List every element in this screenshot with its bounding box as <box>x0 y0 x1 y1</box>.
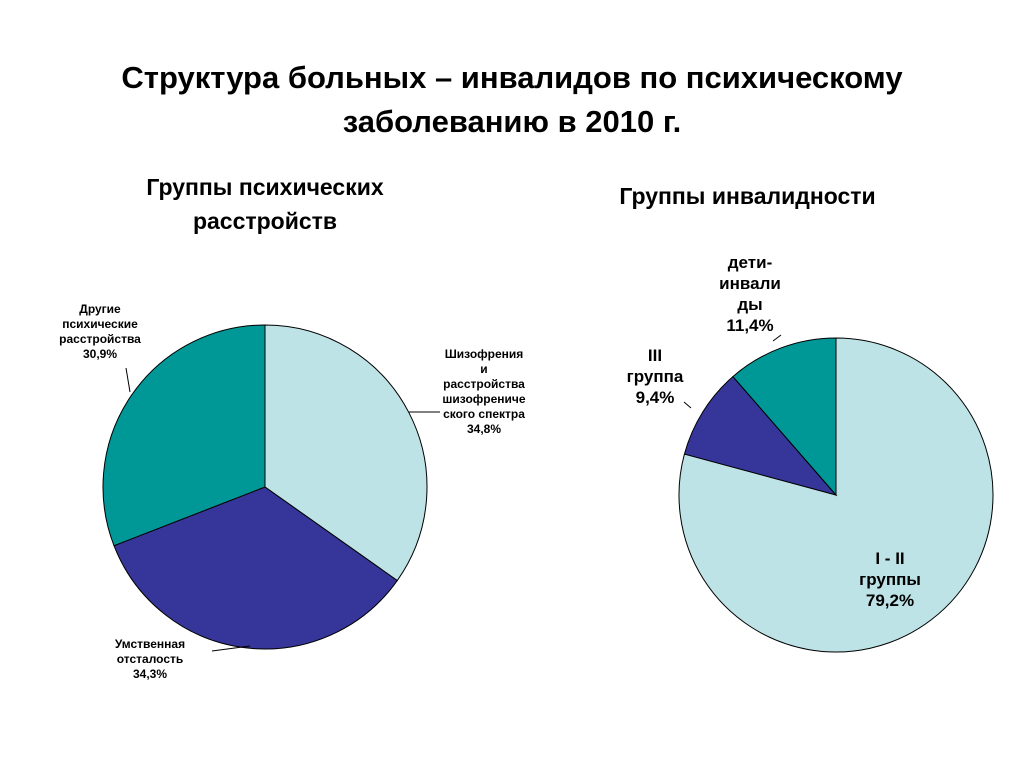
slide-title: Структура больных – инвалидов по психиче… <box>0 56 1024 144</box>
slice-other-disorders <box>102 324 266 547</box>
leader-other-disorders <box>125 367 131 393</box>
value-group-3: 9,4% <box>635 388 675 407</box>
leader-children-disabled <box>772 334 782 342</box>
label-other-disorders: Другие психические расстройства 30,9% <box>40 302 160 362</box>
right-chart-title-line-1: Группы инвалидности <box>619 183 876 209</box>
left-chart-title-line-2: расстройств <box>192 208 338 234</box>
leader-group-3 <box>683 401 692 409</box>
label-group-3: III группа 9,4% <box>610 345 700 408</box>
label-groups-1-2: I - II группы 79,2% <box>840 548 940 611</box>
slice-group-3 <box>683 375 838 496</box>
value-groups-1-2: 79,2% <box>865 591 915 610</box>
value-children-disabled: 11,4% <box>726 316 774 335</box>
value-schizophrenia: 34,8% <box>466 422 502 436</box>
slice-groups-1-2 <box>678 337 994 653</box>
left-chart-title-line-1: Группы психических <box>146 174 384 200</box>
leader-mental-retardation <box>211 645 251 652</box>
slice-children-disabled <box>732 337 837 497</box>
left-chart-title: Группы психических расстройств <box>100 170 430 238</box>
right-chart-title: Группы инвалидности <box>565 179 930 213</box>
slice-mental-retardation <box>113 486 398 650</box>
value-mental-retardation: 34,3% <box>132 667 168 681</box>
slice-schizophrenia <box>264 324 428 582</box>
value-other-disorders: 30,9% <box>82 347 118 361</box>
label-children-disabled: дети- инвали ды 11,4% <box>700 252 800 336</box>
label-schizophrenia: Шизофрения и расстройства шизофрениче ск… <box>426 347 542 437</box>
slide-title-line-2: заболеванию в 2010 г. <box>342 104 682 139</box>
label-mental-retardation: Умственная отсталость 34,3% <box>90 637 210 682</box>
slide-title-line-1: Структура больных – инвалидов по психиче… <box>121 60 903 95</box>
